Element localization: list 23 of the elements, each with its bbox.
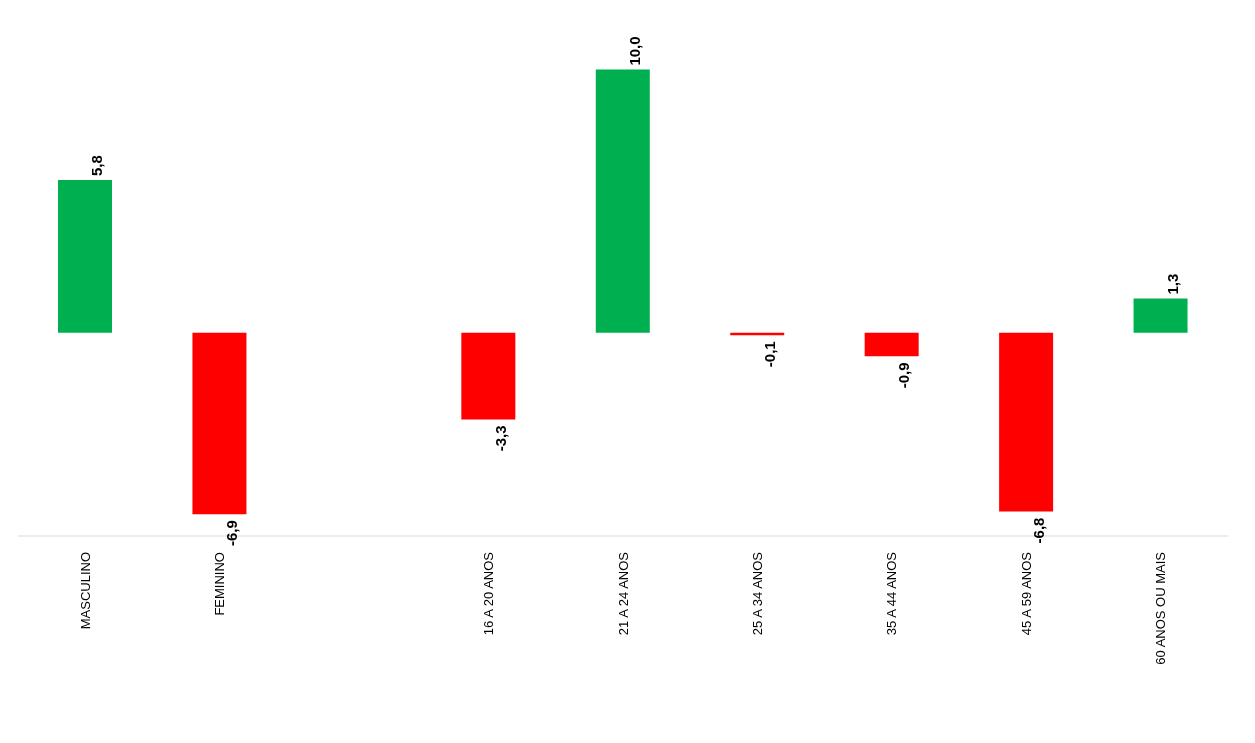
bar — [999, 332, 1054, 512]
x-tick-label: 16 A 20 ANOS — [481, 551, 497, 636]
data-label: -0,9 — [895, 362, 913, 389]
x-tick-label: 60 ANOS OU MAIS — [1153, 551, 1169, 665]
data-label: -6,9 — [222, 520, 240, 547]
bar — [192, 332, 247, 515]
x-tick-label: 25 A 34 ANOS — [749, 551, 765, 636]
data-label: -6,8 — [1029, 517, 1047, 544]
data-label: -3,3 — [491, 425, 509, 452]
x-tick-label: 35 A 44 ANOS — [884, 551, 900, 636]
bar — [58, 180, 112, 333]
data-label: -0,1 — [760, 341, 778, 368]
x-tick-label: 45 A 59 ANOS — [1018, 551, 1034, 636]
x-tick-label: MASCULINO — [77, 552, 93, 630]
bar — [1133, 298, 1188, 333]
x-tick-label: 21 A 24 ANOS — [615, 551, 631, 636]
bar — [595, 69, 650, 333]
bar — [864, 332, 919, 357]
x-tick-label: FEMININO — [212, 552, 228, 616]
data-label: 5,8 — [88, 155, 106, 177]
data-label: 1,3 — [1164, 273, 1182, 295]
bar — [461, 332, 516, 420]
data-label: 10,0 — [626, 36, 644, 66]
